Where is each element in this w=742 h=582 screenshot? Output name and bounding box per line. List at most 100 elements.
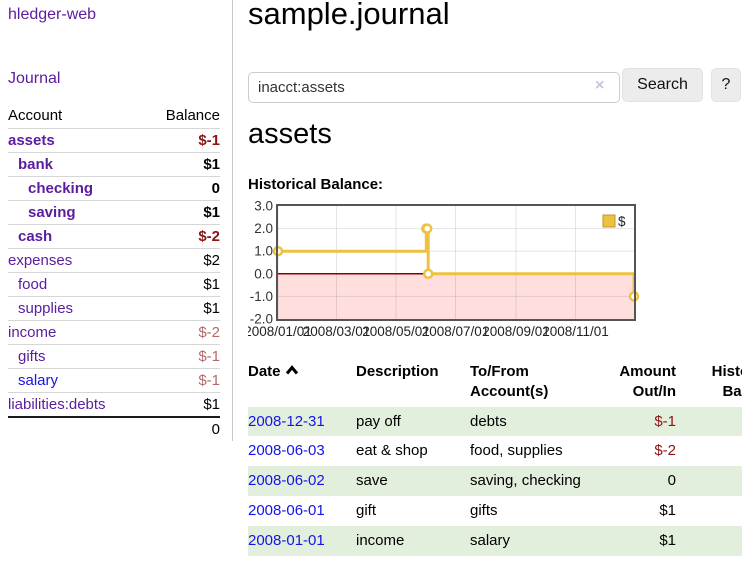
- account-balance: $-1: [144, 128, 220, 153]
- register-row: 2008-06-01 gift gifts $1 $2: [248, 496, 742, 526]
- account-link-food[interactable]: food: [18, 276, 48, 293]
- sidebar-item-journal[interactable]: Journal: [8, 70, 61, 87]
- account-heading: assets: [248, 118, 332, 150]
- accounts-total-row: 0: [8, 416, 220, 441]
- transaction-accounts: saving, checking: [470, 472, 581, 490]
- account-balance: $1: [144, 152, 220, 177]
- account-link-cash[interactable]: cash: [18, 228, 53, 245]
- balance-column-header: Balance: [165, 107, 220, 124]
- transaction-accounts: gifts: [470, 501, 498, 519]
- register-column-header: Historical Balance: [711, 363, 742, 400]
- negative-region: [278, 273, 634, 319]
- transaction-description: income: [356, 531, 405, 549]
- account-link-gifts[interactable]: gifts: [18, 348, 46, 365]
- x-tick-label: 2008/11/01: [542, 324, 609, 339]
- sort-ascending-chevron-icon: [285, 365, 298, 375]
- account-link-saving[interactable]: saving: [28, 204, 76, 221]
- search-button[interactable]: Search: [622, 68, 703, 102]
- account-balance: $-1: [144, 344, 220, 369]
- accounts-table: Account Balance assets $-1 bank $1 checking 0…: [8, 104, 220, 441]
- y-tick-label: 0.0: [254, 266, 273, 281]
- help-button[interactable]: ?: [711, 68, 741, 102]
- transaction-date-link[interactable]: 2008-06-01: [248, 501, 325, 519]
- transaction-description: eat & shop: [356, 442, 428, 460]
- sidebar-account-row: checking 0: [8, 176, 220, 201]
- historical-balance-chart: 3.0 2.0 1.0 0.0 -1.0 -2.0 2008/01/01 2008/03/01…: [248, 198, 742, 346]
- register-table-header: Date Description To/From Account(s) Amount …: [248, 357, 742, 407]
- register-section: Date Description To/From Account(s) Amount …: [248, 357, 742, 556]
- register-row: 2008-12-31 pay off debts $-1 $-1: [248, 406, 742, 437]
- chart-canvas: 3.0 2.0 1.0 0.0 -1.0 -2.02008/01/012008/03/01…: [248, 199, 640, 339]
- sidebar-account-row: salary $-1: [8, 368, 220, 393]
- transaction-balance: $2: [686, 466, 742, 496]
- x-tick-label: 2008/05/01: [362, 324, 430, 339]
- data-point-marker: [422, 268, 434, 280]
- main-content: sample.journal × Search ? assets Histori…: [248, 0, 742, 582]
- account-balance: $2: [144, 248, 220, 273]
- register-row: 2008-01-01 income salary $1 $1: [248, 525, 742, 556]
- sidebar-account-row: food $1: [8, 272, 220, 297]
- plot-border: [276, 204, 636, 321]
- transaction-date-link[interactable]: 2008-06-03: [248, 442, 325, 460]
- account-link-supplies[interactable]: supplies: [18, 300, 74, 317]
- account-link-bank[interactable]: bank: [18, 156, 54, 173]
- transaction-date-link[interactable]: 2008-06-02: [248, 472, 325, 490]
- transaction-date-link[interactable]: 2008-01-01: [248, 531, 325, 549]
- account-balance: $1: [144, 392, 220, 417]
- y-tick-label: 3.0: [254, 199, 273, 214]
- account-link-assets[interactable]: assets: [8, 132, 55, 149]
- sidebar-account-row: saving $1: [8, 200, 220, 225]
- y-tick-label: -1.0: [250, 289, 273, 304]
- x-tick-label: 2008/09/01: [482, 324, 550, 339]
- account-balance: $-1: [144, 368, 220, 393]
- account-link-expenses[interactable]: expenses: [8, 252, 73, 269]
- account-link-salary[interactable]: salary: [18, 372, 59, 389]
- y-tick-label: 2.0: [254, 221, 273, 236]
- account-link-income[interactable]: income: [8, 324, 57, 341]
- transaction-amount: $-2: [654, 442, 676, 460]
- sidebar-account-row: assets $-1: [8, 128, 220, 153]
- y-tick-label: -2.0: [250, 312, 273, 327]
- sidebar-account-row: liabilities:debts $1: [8, 392, 220, 417]
- x-tick-label: 2008/03/01: [303, 324, 371, 339]
- sidebar-account-row: expenses $2: [8, 248, 220, 273]
- sidebar-account-row: cash $-2: [8, 224, 220, 249]
- transaction-balance: $2: [686, 496, 742, 526]
- account-balance: $1: [144, 272, 220, 297]
- register-row: 2008-06-02 save saving, checking 0 $2: [248, 466, 742, 496]
- clear-search-icon[interactable]: ×: [595, 77, 605, 94]
- sidebar: hledger-web Journal Account Balance asse…: [0, 0, 233, 441]
- account-balance: 0: [144, 176, 220, 201]
- transaction-date-link[interactable]: 2008-12-31: [248, 412, 325, 430]
- accounts-total-value: 0: [144, 416, 220, 441]
- transaction-amount: $1: [659, 531, 676, 549]
- transaction-description: pay off: [356, 412, 401, 430]
- transaction-amount: $-1: [654, 412, 676, 430]
- register-column-header: Description: [356, 363, 439, 380]
- page-title: sample.journal: [248, 0, 450, 31]
- brand-link[interactable]: hledger-web: [8, 6, 97, 23]
- search-input[interactable]: [248, 72, 620, 103]
- chart-title: Historical Balance:: [248, 176, 384, 193]
- transaction-amount: $1: [659, 501, 676, 519]
- transaction-description: save: [356, 472, 388, 490]
- register-column-header: Amount Out/In: [619, 363, 676, 400]
- transaction-accounts: food, supplies: [470, 442, 563, 460]
- sidebar-account-row: supplies $1: [8, 296, 220, 321]
- account-link-checking[interactable]: checking: [28, 180, 94, 197]
- account-balance: $-2: [144, 320, 220, 345]
- x-tick-label: 2008/07/01: [422, 324, 490, 339]
- x-tick-label: 2008/01/01: [248, 324, 312, 339]
- account-link-liabilities-debts[interactable]: liabilities:debts: [8, 396, 106, 413]
- register-column-header[interactable]: Date: [248, 357, 356, 407]
- legend-label: $: [618, 214, 626, 229]
- y-tick-label: 1.0: [254, 244, 273, 259]
- sidebar-account-row: gifts $-1: [8, 344, 220, 369]
- transaction-balance: $1: [686, 526, 742, 556]
- search-bar: × Search ?: [248, 68, 742, 103]
- data-point-marker: [421, 223, 433, 234]
- sidebar-account-row: bank $1: [8, 152, 220, 177]
- account-balance: $1: [144, 200, 220, 225]
- account-balance: $-2: [144, 224, 220, 249]
